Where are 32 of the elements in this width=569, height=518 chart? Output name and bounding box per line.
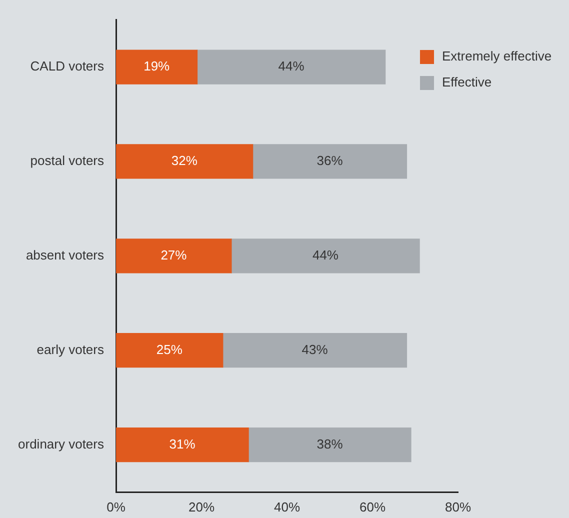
x-tick-label: 40% — [274, 499, 300, 514]
data-label: 25% — [156, 342, 183, 357]
y-tick-label: absent voters — [26, 247, 104, 262]
y-tick-label: postal voters — [30, 153, 104, 168]
bar — [116, 427, 249, 462]
data-label: 31% — [169, 436, 196, 452]
data-label: 19% — [144, 58, 170, 74]
x-tick-label: 20% — [188, 499, 215, 514]
data-label: 32% — [171, 153, 198, 168]
bar — [222, 333, 408, 368]
y-tick-label: early voters — [36, 342, 104, 357]
data-label: 27% — [160, 247, 188, 262]
bar — [248, 427, 412, 462]
bar — [116, 50, 198, 84]
bar — [116, 333, 224, 368]
bar — [116, 144, 254, 179]
bar — [252, 144, 408, 179]
y-tick-label: CALD voters — [30, 58, 104, 74]
data-label: 43% — [302, 342, 328, 357]
data-label: 44% — [312, 247, 339, 262]
x-tick-label: 0% — [106, 499, 126, 514]
data-label: 38% — [316, 436, 344, 452]
data-label: 36% — [316, 153, 344, 168]
bar — [196, 50, 386, 84]
y-tick-label: ordinary voters — [18, 436, 104, 452]
legend-label: Extremely effective — [442, 48, 552, 64]
bar — [231, 238, 420, 274]
data-label: 44% — [278, 58, 305, 74]
legend-label: Effective — [442, 74, 492, 90]
bar — [116, 238, 232, 274]
x-tick-label: 80% — [444, 499, 472, 514]
x-tick-label: 60% — [359, 499, 386, 514]
